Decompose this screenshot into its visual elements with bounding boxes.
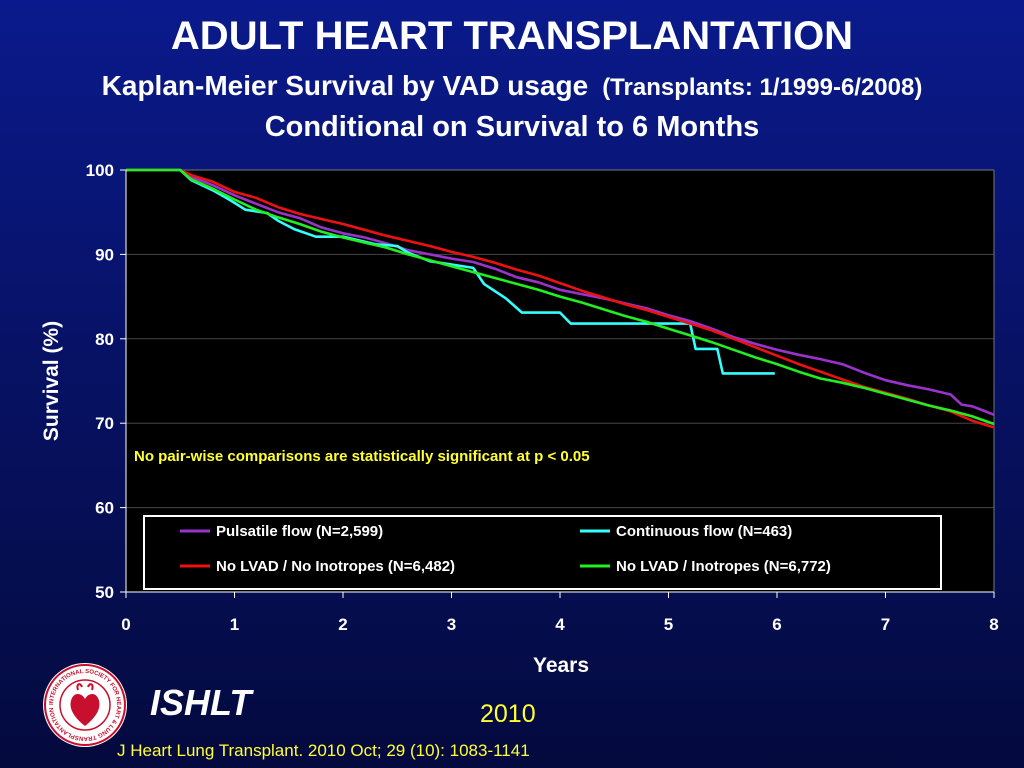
x-tick-label: 4 bbox=[555, 615, 565, 634]
x-tick-label: 8 bbox=[989, 615, 998, 634]
series-line-1 bbox=[126, 168, 995, 417]
legend-label: No LVAD / Inotropes (N=6,772) bbox=[616, 558, 831, 575]
series-layer bbox=[126, 168, 995, 429]
report-year: 2010 bbox=[480, 700, 536, 728]
slide-subtitle: Kaplan-Meier Survival by VAD usage (Trans… bbox=[0, 70, 1024, 102]
y-tick-label: 80 bbox=[95, 330, 114, 349]
x-tick-label: 6 bbox=[772, 615, 781, 634]
x-tick-label: 3 bbox=[447, 615, 456, 634]
series-line-4 bbox=[126, 168, 995, 426]
y-tick-label: 70 bbox=[95, 414, 114, 433]
legend-label: Continuous flow (N=463) bbox=[616, 523, 792, 540]
x-tick-label: 2 bbox=[338, 615, 347, 634]
heart-icon bbox=[70, 693, 100, 726]
subtitle-date-range: (Transplants: 1/1999-6/2008) bbox=[602, 74, 923, 101]
slide-title: ADULT HEART TRANSPLANTATION bbox=[170, 14, 854, 58]
legend-label: Pulsatile flow (N=2,599) bbox=[216, 523, 383, 540]
y-tick-label: 50 bbox=[95, 583, 114, 602]
y-axis-title: Survival (%) bbox=[40, 321, 63, 441]
x-axis-title: Years bbox=[533, 654, 589, 677]
org-name: ISHLT bbox=[150, 682, 252, 723]
series-line-3 bbox=[126, 168, 995, 429]
gridlines bbox=[126, 169, 995, 592]
y-tick-label: 90 bbox=[95, 245, 114, 264]
x-tick-label: 0 bbox=[121, 615, 130, 634]
citation: J Heart Lung Transplant. 2010 Oct; 29 (1… bbox=[117, 741, 530, 760]
legend-box bbox=[143, 515, 942, 590]
significance-note: No pair-wise comparisons are statistical… bbox=[134, 448, 590, 465]
slide-subtitle-line2: Conditional on Survival to 6 Months bbox=[264, 111, 760, 143]
subtitle-main: Kaplan-Meier Survival by VAD usage bbox=[101, 70, 589, 101]
ishlt-logo: INTERNATIONAL SOCIETY FOR HEART & LUNG T… bbox=[43, 663, 127, 747]
x-tick-label: 7 bbox=[881, 615, 890, 634]
y-tick-label: 60 bbox=[95, 499, 114, 518]
tick-labels: 50 60 70 80 90 100 0 1 2 3 4 5 6 7 8 bbox=[86, 161, 999, 634]
x-tick-label: 1 bbox=[230, 615, 239, 634]
legend-label: No LVAD / No Inotropes (N=6,482) bbox=[216, 558, 455, 575]
legend: Pulsatile flow (N=2,599) Continuous flow … bbox=[143, 515, 942, 590]
y-tick-label: 100 bbox=[86, 161, 114, 180]
x-tick-label: 5 bbox=[664, 615, 673, 634]
lung-icon bbox=[76, 683, 94, 691]
